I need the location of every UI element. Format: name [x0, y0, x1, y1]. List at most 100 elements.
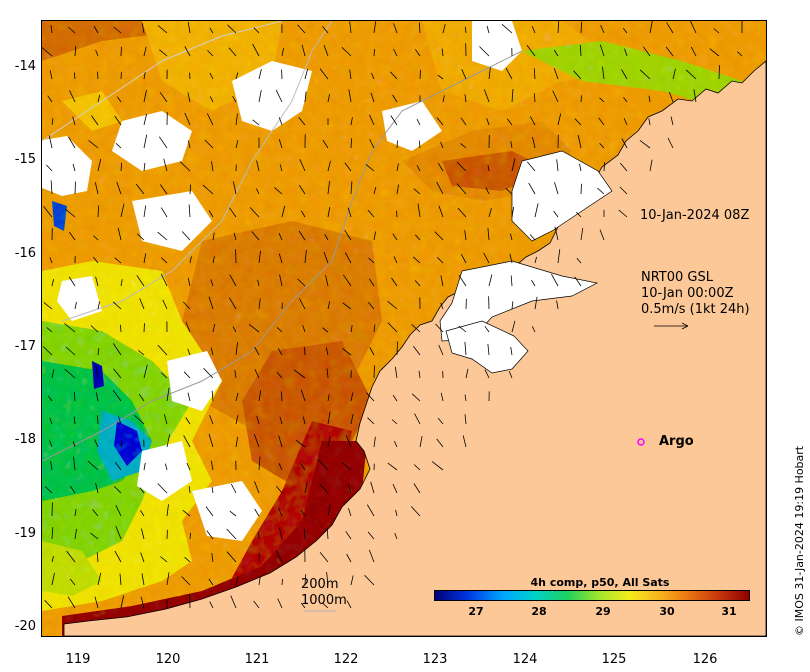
current-vector [112, 343, 122, 356]
current-vector [436, 117, 444, 126]
current-vector [342, 462, 352, 471]
current-vector [437, 74, 444, 80]
current-vector [413, 346, 421, 356]
current-vector [418, 370, 421, 379]
current-vector [143, 162, 146, 172]
current-vector [46, 327, 53, 333]
current-vector [276, 327, 283, 333]
current-vector [162, 299, 168, 310]
current-vector [327, 504, 331, 517]
current-vector [533, 68, 536, 80]
current-vector [557, 113, 562, 126]
current-vector [120, 162, 123, 172]
current-vector [387, 300, 398, 310]
current-vector [232, 95, 237, 103]
current-vector [511, 206, 515, 218]
current-vector [74, 509, 77, 517]
current-vector [275, 550, 283, 563]
current-vector [529, 234, 536, 241]
current-vector [143, 253, 147, 264]
current-vector [670, 116, 674, 126]
current-vector [227, 24, 237, 34]
current-vector [367, 531, 375, 540]
current-vector [187, 92, 191, 103]
current-vector [554, 226, 559, 241]
current-vector [203, 368, 214, 379]
current-vector [506, 118, 513, 126]
current-vector [369, 139, 375, 149]
current-vector [324, 234, 329, 241]
current-vector [252, 119, 260, 126]
current-vector [46, 164, 53, 172]
current-vector [72, 116, 76, 126]
current-vector [412, 256, 421, 264]
current-vector [511, 301, 514, 310]
current-vector [414, 280, 421, 287]
current-vector [187, 348, 191, 356]
current-vector [438, 205, 444, 218]
current-vector [300, 462, 306, 471]
current-vector [50, 460, 53, 471]
current-vector [364, 575, 375, 586]
current-vector [157, 231, 168, 241]
current-vector [322, 327, 329, 333]
current-vector [258, 390, 262, 402]
current-vector [327, 180, 330, 195]
current-vector [510, 233, 513, 241]
current-vector [47, 395, 53, 402]
current-vector [163, 414, 168, 425]
current-vector [350, 117, 353, 126]
current-vector [366, 504, 375, 517]
current-vector [73, 72, 76, 80]
argo-label: Argo [659, 434, 694, 449]
current-vector [235, 342, 238, 356]
current-vector [210, 347, 214, 356]
current-vector [88, 140, 99, 149]
current-vector [112, 301, 122, 310]
current-vector [226, 551, 237, 563]
current-vector [603, 162, 606, 172]
current-vector [370, 92, 375, 103]
current-vector [458, 325, 467, 333]
current-vector [327, 411, 331, 425]
current-vector [619, 186, 628, 195]
current-vector [392, 94, 398, 103]
current-vector [553, 68, 559, 80]
isobath-200-label: 200m [301, 577, 339, 592]
current-vector [254, 508, 260, 517]
current-vector [210, 279, 214, 287]
current-vector [281, 578, 283, 586]
current-vector [437, 257, 444, 264]
colorbar-tick: 29 [595, 605, 611, 618]
current-vector [689, 21, 697, 34]
current-vector [235, 72, 239, 80]
current-vector [95, 49, 99, 57]
current-vector [140, 510, 145, 517]
current-vector [50, 25, 53, 34]
current-vector [304, 574, 306, 586]
current-vector [509, 253, 513, 264]
current-vector [486, 25, 490, 34]
current-vector [556, 300, 559, 310]
y-tick: -19 [14, 526, 36, 541]
current-vector [368, 549, 375, 563]
current-vector [252, 43, 260, 57]
current-vector [598, 117, 605, 126]
colorbar-tick: 31 [721, 605, 737, 618]
current-vector [256, 188, 260, 195]
current-vector [484, 369, 490, 379]
map-frame[interactable] [41, 20, 767, 637]
current-vector [278, 507, 283, 517]
current-vector [460, 254, 467, 264]
current-vector [229, 510, 237, 517]
current-vector [369, 347, 375, 356]
argo-float [637, 438, 645, 446]
current-vector [64, 368, 76, 379]
isobaths [42, 21, 523, 462]
current-vector [258, 69, 262, 80]
colorbar [434, 590, 750, 601]
sst-map[interactable] [42, 21, 766, 636]
current-vector [511, 158, 516, 172]
current-vector [166, 572, 170, 586]
current-vector [464, 394, 467, 402]
